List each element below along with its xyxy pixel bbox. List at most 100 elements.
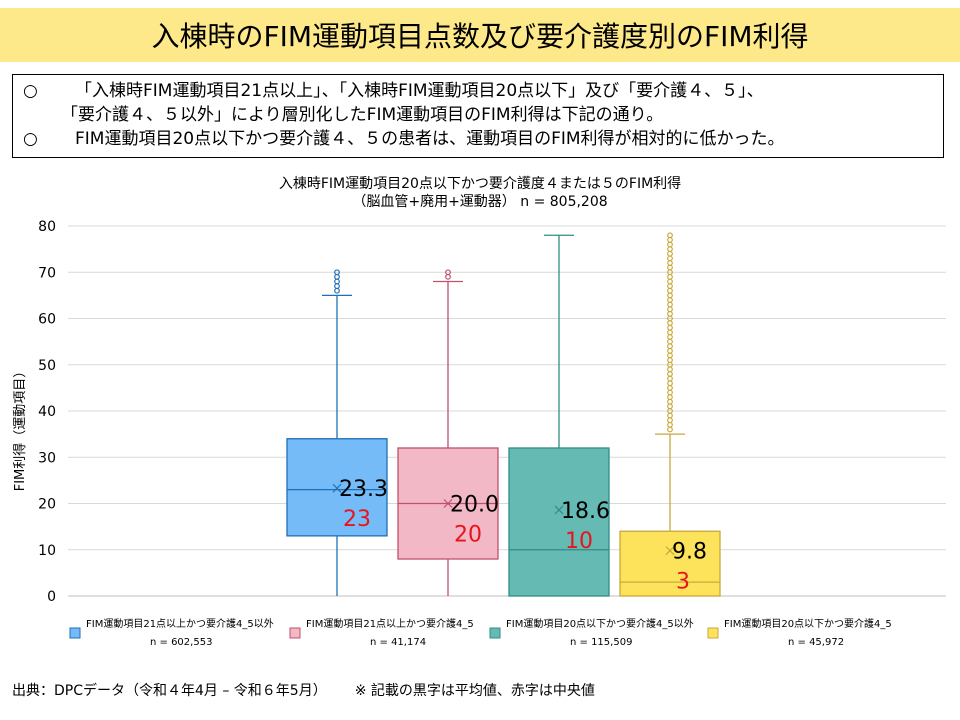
outlier-point — [667, 292, 673, 299]
outlier-point — [667, 371, 673, 377]
outlier-point — [667, 380, 673, 387]
y-tick-label: 70 — [38, 265, 56, 281]
outlier-point — [667, 417, 673, 424]
outlier-point — [667, 301, 673, 308]
y-axis-label: FIM利得（運動項目） — [12, 365, 28, 492]
y-tick-label: 0 — [47, 589, 56, 605]
summary-text-1a: 「入棟時FIM運動項目21点以上」、「入棟時FIM運動項目20点以下」及び「要介… — [75, 81, 764, 101]
footer: 出典：DPCデータ（令和４年4月 – 令和６年5月） ※ 記載の黒字は平均値、赤… — [12, 680, 595, 700]
outlier-point — [667, 310, 673, 317]
median-label: 20 — [454, 523, 482, 548]
outlier-point — [334, 273, 340, 280]
legend-label: FIM運動項目20点以下かつ要介護4_5以外 — [506, 617, 694, 630]
outlier-point — [445, 273, 451, 280]
outlier-point — [667, 236, 673, 243]
outlier-point — [667, 232, 673, 239]
outlier-point — [667, 283, 673, 290]
outlier-point — [667, 241, 673, 248]
outlier-point — [667, 375, 673, 382]
summary-text-2: FIM運動項目20点以下かつ要介護４、５の患者は、運動項目のFIM利得が相対的に… — [75, 129, 785, 149]
outlier-point — [667, 334, 673, 340]
box-plot-chart: 入棟時FIM運動項目20点以下かつ要介護度４または５のFIM利得 （脳血管+廃用… — [12, 175, 946, 648]
page-title: 入棟時のFIM運動項目点数及び要介護度別のFIM利得 — [151, 20, 809, 53]
plot-area: 0 10 20 30 40 50 60 70 80 23.3 23 20.0 20 18.6 10 9.8 3 — [38, 219, 946, 605]
outlier-point — [667, 306, 673, 313]
outlier-point — [667, 297, 673, 303]
outlier-point — [667, 352, 673, 359]
summary-point-1: ○ 「入棟時FIM運動項目21点以上」、「入棟時FIM運動項目20点以下」及び「… — [23, 79, 933, 103]
bullet-icon: ○ — [23, 81, 38, 101]
outlier-point — [667, 343, 673, 350]
outlier-point — [667, 273, 673, 280]
title-banner: 入棟時のFIM運動項目点数及び要介護度別のFIM利得 — [0, 8, 960, 62]
y-tick-label: 10 — [38, 543, 56, 559]
outlier-point — [667, 324, 673, 331]
legend-n-label: n = 115,509 — [570, 637, 632, 648]
legend-label: FIM運動項目21点以上かつ要介護4_5以外 — [86, 617, 274, 630]
outlier-point — [334, 287, 340, 294]
mean-marker — [554, 505, 564, 515]
legend-swatch — [289, 627, 301, 639]
outlier-point — [334, 278, 340, 285]
bullet-icon: ○ — [23, 129, 38, 149]
outlier-point — [667, 260, 673, 266]
legend-n-label: n = 45,972 — [788, 637, 844, 648]
outlier-point — [445, 269, 451, 276]
outlier-point — [667, 338, 673, 345]
y-tick-label: 40 — [38, 404, 56, 420]
y-tick-label: 50 — [38, 358, 56, 374]
mean-marker — [665, 546, 675, 556]
legend-swatch — [69, 627, 81, 639]
legend-swatch — [489, 627, 501, 639]
summary-point-2: ○ FIM運動項目20点以下かつ要介護４、５の患者は、運動項目のFIM利得が相対… — [23, 127, 933, 151]
outlier-point — [667, 398, 673, 405]
legend-note: ※ 記載の黒字は平均値、赤字は中央値 — [354, 683, 595, 699]
y-tick-label: 80 — [38, 219, 56, 235]
mean-label: 18.6 — [561, 499, 610, 524]
mean-label: 9.8 — [672, 540, 707, 565]
outlier-point — [667, 412, 673, 419]
source-note: 出典：DPCデータ（令和４年4月 – 令和６年5月） — [12, 683, 327, 699]
y-tick-label: 30 — [38, 450, 56, 466]
mean-marker — [443, 499, 453, 508]
mean-label: 23.3 — [339, 477, 388, 502]
outlier-point — [667, 426, 673, 433]
summary-box: ○ 「入棟時FIM運動項目21点以上」、「入棟時FIM運動項目20点以下」及び「… — [12, 74, 944, 158]
outlier-point — [334, 269, 340, 276]
outlier-point — [667, 389, 673, 396]
y-tick-label: 20 — [38, 497, 56, 513]
box — [619, 530, 721, 597]
mean-label: 20.0 — [450, 493, 499, 518]
summary-point-1-cont: 「要介護４、５以外」により層別化したFIM運動項目のFIM利得は下記の通り。 — [23, 103, 933, 127]
chart-title: 入棟時FIM運動項目20点以下かつ要介護度４または５のFIM利得 — [279, 175, 681, 192]
median-label: 3 — [676, 570, 690, 595]
y-tick-label: 60 — [38, 312, 56, 328]
legend-n-label: n = 602,553 — [150, 637, 212, 648]
outlier-point — [667, 394, 673, 401]
outlier-point — [667, 403, 673, 410]
outlier-point — [334, 283, 340, 290]
outlier-point — [667, 366, 673, 373]
outlier-point — [667, 250, 673, 257]
legend-n-label: n = 41,174 — [370, 637, 426, 648]
outlier-point — [667, 384, 673, 391]
median-label: 23 — [343, 507, 371, 532]
summary-text-1b: 「要介護４、５以外」により層別化したFIM運動項目のFIM利得は下記の通り。 — [61, 105, 664, 125]
outlier-point — [667, 246, 673, 253]
outlier-point — [667, 278, 673, 285]
outlier-point — [667, 421, 673, 428]
mean-marker — [332, 483, 342, 493]
outlier-point — [667, 264, 673, 271]
chart-subtitle: （脳血管+廃用+運動器） n = 805,208 — [352, 193, 607, 210]
outlier-point — [667, 329, 673, 336]
box — [286, 438, 388, 537]
outlier-point — [667, 347, 673, 354]
outlier-point — [667, 320, 673, 327]
legend-label: FIM運動項目20点以下かつ要介護4_5 — [724, 617, 892, 630]
legend-label: FIM運動項目21点以上かつ要介護4_5 — [306, 617, 474, 630]
median-label: 10 — [565, 529, 593, 554]
outlier-point — [667, 287, 673, 294]
legend-swatch — [707, 627, 719, 639]
box — [508, 447, 610, 597]
